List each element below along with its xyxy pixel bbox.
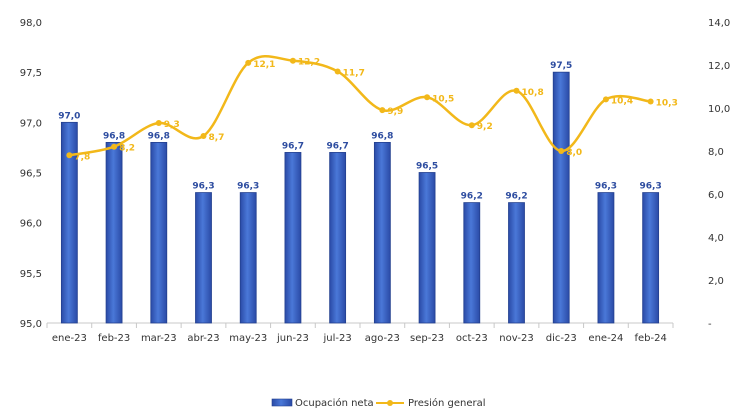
y-right-tick-label: 14,0 xyxy=(708,18,730,29)
legend-line-marker xyxy=(387,400,393,406)
bar-value-label: 96,8 xyxy=(103,131,125,141)
y-right-tick-label: 10,0 xyxy=(708,104,730,115)
line-point xyxy=(111,143,118,150)
y-left-tick-label: 96,0 xyxy=(20,219,42,230)
bar xyxy=(239,192,257,324)
line-point xyxy=(602,96,609,103)
data-labels: 97,0 96,8 96,8 96,3 96,3 96,7 96,7 96,8 96,5 96,2… xyxy=(58,58,678,202)
chart-axes: 95,0 95,5 96,0 96,5 97,0 97,5 98,0 - 2,0 4,0 6,0 8,… xyxy=(20,18,731,344)
bar xyxy=(150,141,168,324)
bar-value-label: 96,7 xyxy=(282,141,304,151)
line-value-label: 10,5 xyxy=(432,94,454,104)
line-point xyxy=(245,59,252,66)
y-right-tick-label: 2,0 xyxy=(708,276,724,287)
x-tick-label: sep-23 xyxy=(410,333,444,344)
bar-value-label: 96,3 xyxy=(595,182,617,192)
x-tick-label: feb-24 xyxy=(634,333,666,344)
bar-value-label: 96,3 xyxy=(192,182,214,192)
bar xyxy=(329,152,347,324)
y-right-tick-label: 6,0 xyxy=(708,190,724,201)
x-tick-label: ene-24 xyxy=(588,333,623,344)
bar xyxy=(418,172,436,324)
x-tick-label: oct-23 xyxy=(456,333,488,344)
line-point xyxy=(334,68,341,75)
y-right-tick-label: 4,0 xyxy=(708,233,724,244)
bar-value-label: 96,3 xyxy=(237,182,259,192)
bar-value-label: 96,5 xyxy=(416,162,438,172)
bar xyxy=(195,192,212,324)
legend-label-bar: Ocupación neta xyxy=(295,397,374,409)
bar xyxy=(508,202,525,324)
line-value-label: 10,8 xyxy=(522,88,544,98)
line-value-label: 9,9 xyxy=(387,107,403,117)
x-tick-label: jul-23 xyxy=(323,333,352,344)
y-right-tick-label: 8,0 xyxy=(708,147,724,158)
line-point xyxy=(155,120,162,127)
bar-value-label: 96,7 xyxy=(327,141,349,151)
line-point xyxy=(558,148,565,154)
x-tick-label: ago-23 xyxy=(365,333,400,344)
line-value-label: 12,2 xyxy=(298,58,320,68)
x-tick-label: nov-23 xyxy=(499,333,533,344)
line-value-label: 9,3 xyxy=(164,120,180,130)
line-point xyxy=(468,122,475,129)
line-value-label: 12,1 xyxy=(253,60,275,70)
x-tick-label: mar-23 xyxy=(141,333,177,344)
line-value-label: 11,7 xyxy=(343,68,365,78)
x-tick-label: may-23 xyxy=(229,333,267,344)
x-tick-label: abr-23 xyxy=(187,333,219,344)
bar-value-label: 96,2 xyxy=(461,192,483,202)
bar-value-label: 96,8 xyxy=(371,131,393,141)
line-path xyxy=(69,55,651,157)
bar xyxy=(105,141,123,324)
line-point xyxy=(289,57,296,64)
bar-value-label: 97,5 xyxy=(550,61,572,71)
x-tick-label: feb-23 xyxy=(98,333,130,344)
bar xyxy=(60,121,78,324)
line-series xyxy=(66,55,654,159)
bar xyxy=(552,71,570,324)
y-right-tick-label: - xyxy=(708,319,712,330)
bar-value-label: 96,8 xyxy=(148,131,170,141)
bar xyxy=(284,152,302,324)
y-left-tick-label: 95,5 xyxy=(20,269,42,280)
line-value-label: 8,2 xyxy=(119,144,135,154)
x-tick-label: jun-23 xyxy=(276,333,309,344)
y-left-tick-label: 96,5 xyxy=(20,169,42,180)
bar-value-label: 97,0 xyxy=(58,111,80,121)
y-left-tick-label: 97,5 xyxy=(20,68,42,79)
legend-label-line: Presión general xyxy=(408,397,486,409)
y-left-tick-label: 95,0 xyxy=(20,319,42,330)
line-value-label: 10,3 xyxy=(656,99,678,109)
bar-value-label: 96,3 xyxy=(640,182,662,192)
line-point xyxy=(424,94,431,101)
chart-legend: Ocupación neta Presión general xyxy=(271,397,486,409)
line-value-label: 10,4 xyxy=(611,96,633,106)
x-tick-label: dic-23 xyxy=(546,333,577,344)
bar xyxy=(642,192,660,324)
line-point xyxy=(379,107,386,114)
bar-value-label: 96,2 xyxy=(505,192,527,202)
y-right-tick-label: 12,0 xyxy=(708,61,730,72)
legend-bar-swatch xyxy=(271,398,293,407)
bar xyxy=(597,192,615,324)
bar-series xyxy=(60,71,660,324)
y-left-tick-label: 97,0 xyxy=(20,118,42,129)
line-point xyxy=(200,132,207,139)
line-point xyxy=(513,87,520,94)
line-value-label: 8,7 xyxy=(209,133,225,143)
bar xyxy=(373,141,391,324)
line-value-label: 7,8 xyxy=(74,152,90,162)
y-left-tick-label: 98,0 xyxy=(20,18,42,29)
bar xyxy=(463,202,481,324)
x-tick-label: ene-23 xyxy=(52,333,87,344)
line-point xyxy=(647,98,654,105)
line-value-label: 9,2 xyxy=(477,122,493,132)
line-value-label: 8,0 xyxy=(566,148,582,158)
line-point xyxy=(66,152,73,159)
